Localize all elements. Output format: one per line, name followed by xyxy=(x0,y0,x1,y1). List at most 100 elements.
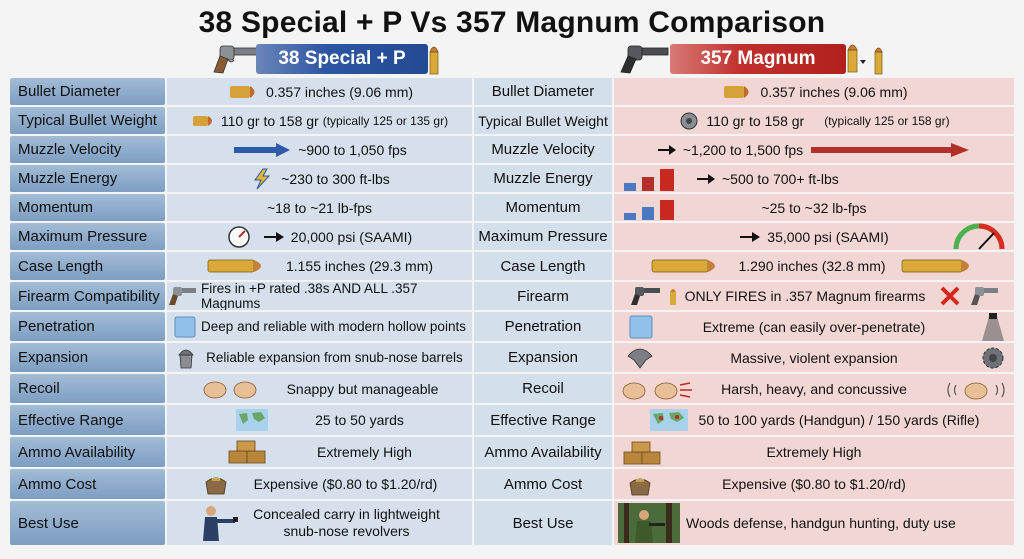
table-row: Ammo Cost Expensive ($0.80 to $1.20/rd) … xyxy=(10,469,1014,501)
value-357: ONLY FIRES in .357 Magnum firearms xyxy=(614,282,1014,310)
value-357: Extreme (can easily over-penetrate) xyxy=(614,312,1014,341)
row-label: Case Length xyxy=(10,252,165,280)
row-label-right: Expansion xyxy=(474,343,612,372)
header-38-special: 38 Special + P xyxy=(256,44,428,74)
value-38: ~18 to ~21 lb-fps xyxy=(167,194,472,221)
best-use-38: Concealed carry in lightweight snub-nose… xyxy=(253,506,440,539)
value-357: ~1,200 to 1,500 fps xyxy=(614,136,1014,163)
revolver-icon xyxy=(213,45,259,74)
table-row: Muzzle Velocity ~900 to 1,050 fps Muzzle… xyxy=(10,136,1014,165)
value-38: ~230 to 300 ft-lbs xyxy=(167,165,472,192)
arrow-right-icon xyxy=(740,231,761,242)
value-38: Deep and reliable with modern hollow poi… xyxy=(167,312,472,341)
value-38: Reliable expansion from snub-nose barrel… xyxy=(167,343,472,372)
row-label-right: Penetration xyxy=(474,312,612,341)
row-label-right: Muzzle Energy xyxy=(474,165,612,192)
row-label-right: Ammo Cost xyxy=(474,469,612,499)
coin-purse-icon xyxy=(629,478,651,496)
value-38: 1.155 inches (29.3 mm) xyxy=(167,252,472,280)
hunter-in-woods-icon xyxy=(618,503,680,543)
cartridge-icon xyxy=(847,44,883,75)
value-38: 110 gr to 158 gr (typically 125 or 135 g… xyxy=(167,107,472,134)
not-compatible-x-icon xyxy=(940,286,960,306)
row-label: Muzzle Energy xyxy=(10,165,165,192)
value-38: Fires in +P rated .38s AND ALL .357 Magn… xyxy=(167,282,472,310)
over-penetration-beam-icon xyxy=(982,313,1004,341)
value-38: 0.357 inches (9.06 mm) xyxy=(167,78,472,105)
row-label-right: Bullet Diameter xyxy=(474,78,612,105)
value-357: ~500 to 700+ ft-lbs xyxy=(614,165,1014,192)
value-357: ~25 to ~32 lb-fps xyxy=(614,194,1014,221)
ammo-boxes-icon xyxy=(228,440,266,464)
row-label-right: Best Use xyxy=(474,501,612,545)
table-row: Muzzle Energy ~230 to 300 ft-lbs Muzzle … xyxy=(10,165,1014,194)
value-38: ~900 to 1,050 fps xyxy=(167,136,472,163)
row-label-right: Case Length xyxy=(474,252,612,280)
row-label: Firearm Compatibility xyxy=(10,282,165,310)
expanded-bullet-icon xyxy=(178,349,194,368)
hollow-point-icon xyxy=(680,112,698,129)
row-label: Maximum Pressure xyxy=(10,223,165,250)
world-map-icon xyxy=(236,409,269,431)
table-row: Ammo Availability Extremely High Ammo Av… xyxy=(10,437,1014,469)
cartridge-icon xyxy=(669,289,676,305)
row-label: Expansion xyxy=(10,343,165,372)
value-38: Concealed carry in lightweight snub-nose… xyxy=(167,501,472,545)
value-357: 110 gr to 158 gr (typically 125 or 158 g… xyxy=(614,107,1014,134)
value-357: Woods defense, handgun hunting, duty use xyxy=(614,501,1014,545)
arrow-right-icon xyxy=(234,142,291,157)
value-38: Expensive ($0.80 to $1.20/rd) xyxy=(167,469,472,499)
bar-graph-icon xyxy=(624,200,674,220)
table-row: Typical Bullet Weight 110 gr to 158 gr (… xyxy=(10,107,1014,136)
table-row: Firearm Compatibility Fires in +P rated … xyxy=(10,282,1014,312)
page-title: 38 Special + P Vs 357 Magnum Comparison xyxy=(198,6,826,39)
row-label: Penetration xyxy=(10,312,165,341)
bullet-icon xyxy=(192,115,212,126)
recoil-hands-icon xyxy=(622,382,692,400)
arrow-right-icon xyxy=(657,144,676,155)
coin-purse-icon xyxy=(205,477,227,495)
bar-graph-icon xyxy=(624,168,674,191)
value-357: Harsh, heavy, and concussive xyxy=(614,374,1014,403)
bullet-icon xyxy=(229,85,255,98)
table-row: Penetration Deep and reliable with moder… xyxy=(10,312,1014,343)
value-357: Massive, violent expansion xyxy=(614,343,1014,372)
row-label-right: Typical Bullet Weight xyxy=(474,107,612,134)
heavy-recoil-icon xyxy=(947,382,1005,400)
row-label: Effective Range xyxy=(10,405,165,435)
person-aiming-icon xyxy=(203,506,239,541)
value-38: Snappy but manageable xyxy=(167,374,472,403)
high-pressure-gauge-icon xyxy=(953,223,1005,250)
gel-block-icon xyxy=(174,316,196,337)
revolver-icon xyxy=(169,287,196,305)
row-label: Ammo Availability xyxy=(10,437,165,467)
table-row: Expansion Reliable expansion from snub-n… xyxy=(10,343,1014,374)
table-row: Case Length 1.155 inches (29.3 mm) Case … xyxy=(10,252,1014,282)
arrow-right-icon xyxy=(263,231,284,242)
row-label: Typical Bullet Weight xyxy=(10,107,165,134)
row-label: Muzzle Velocity xyxy=(10,136,165,163)
row-label: Bullet Diameter xyxy=(10,78,165,105)
row-label-right: Muzzle Velocity xyxy=(474,136,612,163)
value-357: 1.290 inches (32.8 mm) xyxy=(614,252,1014,280)
bullet-icon xyxy=(724,85,749,98)
row-label-right: Maximum Pressure xyxy=(474,223,612,250)
long-cartridge-icon xyxy=(901,259,969,273)
row-label: Momentum xyxy=(10,194,165,221)
mushroomed-bullet-icon xyxy=(627,348,653,369)
magnum-revolver-icon xyxy=(620,45,669,74)
value-357: 35,000 psi (SAAMI) xyxy=(614,223,1014,250)
magnum-revolver-icon xyxy=(630,287,660,305)
table-row: Best Use Concealed carry in lightweight … xyxy=(10,501,1014,545)
revolver-icon xyxy=(971,287,999,305)
table-row: Momentum ~18 to ~21 lb-fps Momentum ~25 … xyxy=(10,194,1014,223)
row-label-right: Recoil xyxy=(474,374,612,403)
table-row: Maximum Pressure 20,000 psi (SAAMI) Maxi… xyxy=(10,223,1014,252)
value-38: Extremely High xyxy=(167,437,472,467)
table-row: Bullet Diameter 0.357 inches (9.06 mm) B… xyxy=(10,78,1014,107)
value-38: 20,000 psi (SAAMI) xyxy=(167,223,472,250)
row-label-right: Momentum xyxy=(474,194,612,221)
row-label: Recoil xyxy=(10,374,165,403)
row-label-right: Effective Range xyxy=(474,405,612,435)
gel-block-icon xyxy=(629,315,653,339)
